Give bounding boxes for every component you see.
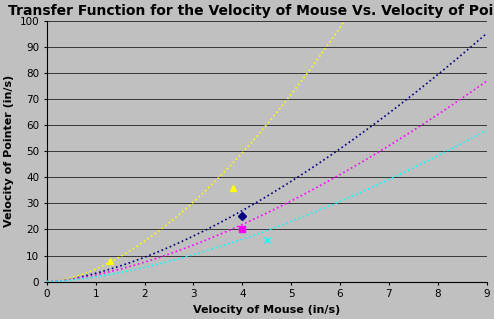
Y-axis label: Velocity of Pointer (in/s): Velocity of Pointer (in/s) [4,75,14,227]
Title: Transfer Function for the Velocity of Mouse Vs. Velocity of Pointer: Transfer Function for the Velocity of Mo… [8,4,494,18]
X-axis label: Velocity of Mouse (in/s): Velocity of Mouse (in/s) [193,305,340,315]
